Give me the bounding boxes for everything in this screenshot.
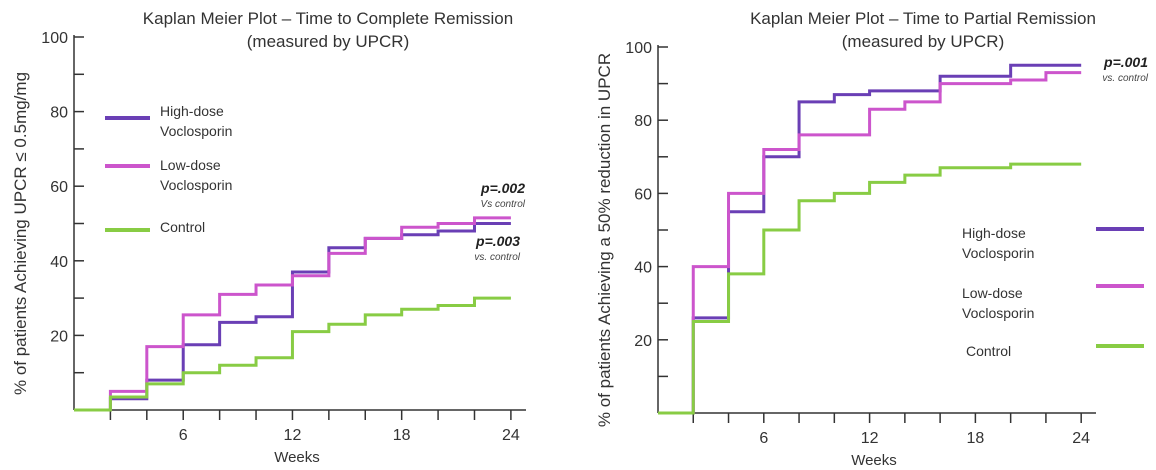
x-tick-label: 12 <box>284 427 302 444</box>
y-tick-label: 40 <box>634 260 652 277</box>
legend-label: High-dose Voclosporin <box>160 103 232 139</box>
y-tick-label: 20 <box>50 328 68 345</box>
chart-subtitle: (measured by UPCR) <box>842 32 1005 51</box>
y-tick-label: 60 <box>50 179 68 196</box>
chart-title: Kaplan Meier Plot – Time to Complete Rem… <box>143 9 513 28</box>
p-value-label: p=.002 <box>480 180 525 196</box>
series-line-control <box>74 296 511 412</box>
p-value-label: p=.001 <box>1103 54 1148 70</box>
y-tick-label: 100 <box>41 30 68 47</box>
x-tick-label: 18 <box>393 427 411 444</box>
legend-label: Control <box>966 343 1011 359</box>
x-axis-label: Weeks <box>851 452 897 469</box>
x-tick-label: 6 <box>759 430 768 447</box>
x-tick-label: 18 <box>966 430 984 447</box>
series-line-control <box>658 162 1082 415</box>
legend-label: High-dose Voclosporin <box>962 225 1034 261</box>
p-value-sub-label: Vs control <box>481 199 526 210</box>
y-tick-label: 40 <box>50 254 68 271</box>
x-tick-label: 6 <box>179 427 188 444</box>
y-tick-label: 20 <box>634 333 652 350</box>
y-tick-label: 80 <box>50 105 68 122</box>
p-value-sub-label: vs. control <box>474 252 520 263</box>
legend-label: Low-dose Voclosporin <box>160 157 232 193</box>
series-line-high-dose-voclosporin <box>74 222 511 412</box>
series-line-high-dose-voclosporin <box>658 63 1082 415</box>
km-plot-complete-remission: Kaplan Meier Plot – Time to Complete Rem… <box>11 9 526 466</box>
x-tick-label: 12 <box>861 430 879 447</box>
legend-label: Control <box>160 219 205 235</box>
chart-subtitle: (measured by UPCR) <box>247 32 410 51</box>
y-tick-label: 80 <box>634 113 652 130</box>
y-axis-label: % of patients Achieving a 50% reduction … <box>595 53 614 427</box>
chart-title: Kaplan Meier Plot – Time to Partial Remi… <box>750 9 1096 28</box>
x-axis-label: Weeks <box>274 449 320 466</box>
series-line-low-dose-voclosporin <box>74 216 511 412</box>
chart-complete-remission: Kaplan Meier Plot – Time to Complete Rem… <box>0 0 570 470</box>
legend-label: Low-dose Voclosporin <box>962 285 1034 321</box>
y-tick-label: 100 <box>625 40 652 57</box>
x-tick-label: 24 <box>1072 430 1090 447</box>
series-line-low-dose-voclosporin <box>658 71 1082 415</box>
chart-partial-remission: Kaplan Meier Plot – Time to Partial Remi… <box>578 0 1156 470</box>
p-value-sub-label: vs. control <box>1102 73 1148 84</box>
x-tick-label: 24 <box>502 427 520 444</box>
y-axis-label: % of patients Achieving UPCR ≤ 0.5mg/mg <box>11 72 30 395</box>
p-value-label: p=.003 <box>475 233 520 249</box>
y-tick-label: 60 <box>634 186 652 203</box>
km-plot-partial-remission: Kaplan Meier Plot – Time to Partial Remi… <box>595 9 1149 469</box>
